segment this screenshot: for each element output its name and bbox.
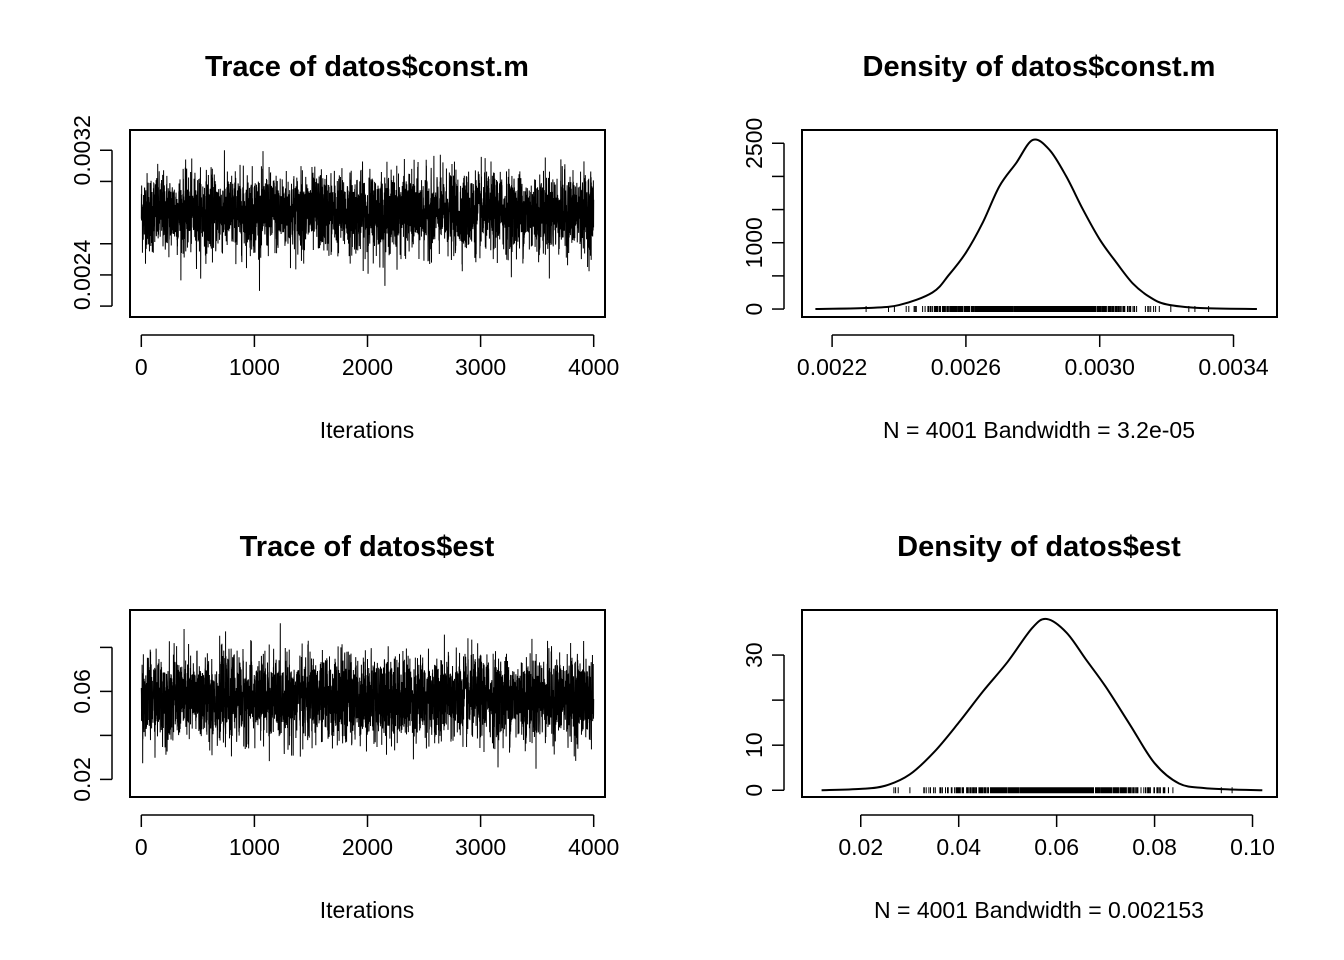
density-const-m-panel: Density of datos$const.m 0.0022 0.0026 0.0… xyxy=(741,51,1278,443)
x-tick-label: 0.0022 xyxy=(797,354,867,380)
x-tick-label: 0.10 xyxy=(1230,834,1275,860)
plot-area xyxy=(140,623,595,769)
y-tick-label: 1000 xyxy=(741,217,767,268)
y-tick-label: 0 xyxy=(741,784,767,797)
y-tick-label: 10 xyxy=(741,732,767,758)
y-axis: 0 1000 2500 xyxy=(741,118,785,316)
trace-line xyxy=(140,150,595,291)
x-axis: 0.02 0.04 0.06 0.08 0.10 xyxy=(838,814,1275,860)
x-axis-label: Iterations xyxy=(320,417,415,443)
y-axis: 0 10 30 xyxy=(741,642,785,797)
x-tick-label: 0 xyxy=(135,834,148,860)
x-tick-label: 4000 xyxy=(568,834,619,860)
plot-box xyxy=(801,609,1278,798)
x-axis-label: N = 4001 Bandwidth = 0.002153 xyxy=(874,897,1204,923)
chart-title: Trace of datos$const.m xyxy=(205,51,529,83)
plot-area xyxy=(815,138,1257,313)
plot-area xyxy=(140,150,595,291)
x-tick-label: 0.0030 xyxy=(1065,354,1135,380)
rug-marks xyxy=(893,787,1233,794)
y-tick-label: 30 xyxy=(741,642,767,668)
y-tick-label: 0 xyxy=(741,303,767,316)
chart-title: Density of datos$est xyxy=(897,531,1181,563)
x-axis-label: N = 4001 Bandwidth = 3.2e-05 xyxy=(883,417,1195,443)
trace-est-panel: Trace of datos$est 0 1000 2000 3000 4000 0.0… xyxy=(69,531,619,923)
plot-box xyxy=(801,129,1278,318)
plot-box xyxy=(129,129,606,318)
y-tick-label: 0.06 xyxy=(69,669,95,714)
x-tick-label: 0.04 xyxy=(936,834,981,860)
x-tick-label: 4000 xyxy=(568,354,619,380)
x-tick-label: 2000 xyxy=(342,834,393,860)
x-tick-label: 3000 xyxy=(455,354,506,380)
chart-title: Trace of datos$est xyxy=(240,531,495,563)
plot-box xyxy=(129,609,606,798)
x-axis-label: Iterations xyxy=(320,897,415,923)
x-tick-label: 0.08 xyxy=(1132,834,1177,860)
x-axis: 0.0022 0.0026 0.0030 0.0034 xyxy=(797,334,1269,380)
x-tick-label: 0.0026 xyxy=(931,354,1001,380)
y-tick-label: 0.02 xyxy=(69,757,95,802)
x-axis: 0 1000 2000 3000 4000 xyxy=(135,334,619,380)
x-tick-label: 3000 xyxy=(455,834,506,860)
trace-line xyxy=(140,623,595,769)
density-curve xyxy=(815,138,1257,311)
y-axis: 0.02 0.06 xyxy=(69,646,113,802)
density-est-panel: Density of datos$est 0.02 0.04 0.06 0.08 0.1… xyxy=(741,531,1278,923)
chart-title: Density of datos$const.m xyxy=(863,51,1216,83)
x-tick-label: 1000 xyxy=(229,354,280,380)
x-tick-label: 0.02 xyxy=(838,834,883,860)
plot-area xyxy=(821,617,1263,794)
y-tick-label: 2500 xyxy=(741,118,767,169)
trace-const-m-panel: Trace of datos$const.m 0 1000 2000 3000 4000… xyxy=(69,51,619,443)
x-tick-label: 0.06 xyxy=(1034,834,1079,860)
x-axis: 0 1000 2000 3000 4000 xyxy=(135,814,619,860)
y-tick-label: 0.0024 xyxy=(69,240,95,311)
density-curve xyxy=(821,617,1263,792)
rug-marks xyxy=(865,306,1210,313)
x-tick-label: 0 xyxy=(135,354,148,380)
y-axis: 0.0024 0.0032 xyxy=(69,115,113,311)
x-tick-label: 1000 xyxy=(229,834,280,860)
x-tick-label: 0.0034 xyxy=(1198,354,1269,380)
x-tick-label: 2000 xyxy=(342,354,393,380)
y-tick-label: 0.0032 xyxy=(69,115,95,185)
